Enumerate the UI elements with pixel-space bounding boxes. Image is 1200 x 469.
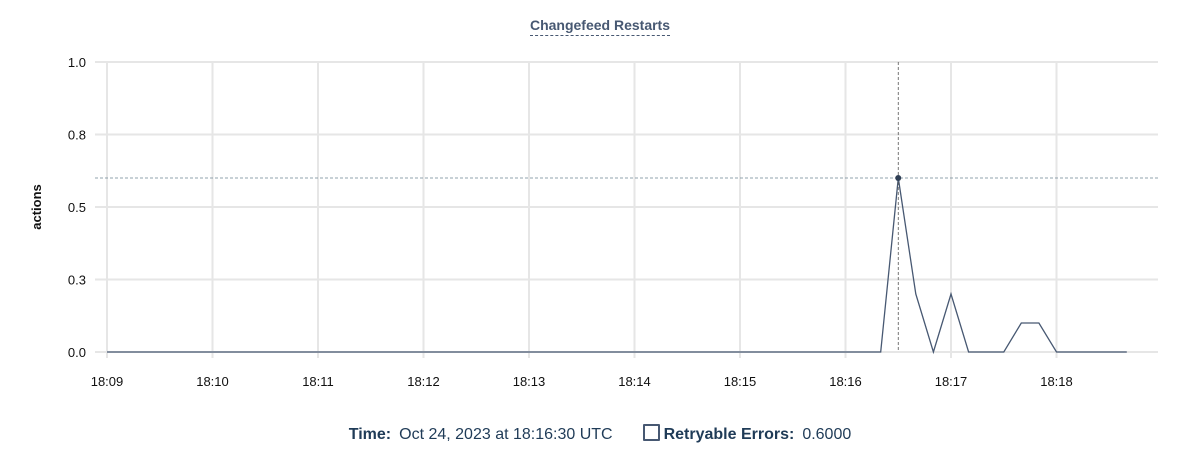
x-tick-label: 18:10	[196, 374, 229, 389]
x-tick-label: 18:13	[513, 374, 546, 389]
x-tick-label: 18:14	[618, 374, 651, 389]
series-line	[107, 177, 1127, 355]
x-tick-label: 18:09	[91, 374, 124, 389]
y-axis-label: actions	[29, 184, 44, 230]
y-tick-label: 0.5	[68, 200, 86, 215]
y-tick-label: 0.0	[68, 345, 86, 360]
y-tick-label: 1.0	[68, 55, 86, 70]
series-label: Retryable Errors:	[663, 426, 795, 443]
x-tick-label: 18:15	[724, 374, 757, 389]
time-label: Time:	[348, 426, 392, 443]
x-tick-label: 18:18	[1040, 374, 1073, 389]
x-tick-label: 18:16	[829, 374, 862, 389]
x-tick-label: 18:11	[302, 374, 334, 389]
time-value: Oct 24, 2023 at 18:16:30 UTC	[399, 426, 613, 443]
series-value: 0.6000	[802, 426, 852, 443]
y-tick-label: 0.3	[68, 273, 86, 288]
y-tick-label: 0.8	[68, 128, 86, 143]
legend: Time: Oct 24, 2023 at 18:16:30 UTC Retryab…	[0, 424, 1200, 444]
x-tick-label: 18:12	[407, 374, 440, 389]
chart-title-text: Changefeed Restarts	[529, 17, 671, 36]
x-tick-label: 18:17	[935, 374, 968, 389]
series-checkbox[interactable]	[642, 424, 660, 441]
hover-point	[895, 175, 902, 181]
chart-title[interactable]: Changefeed Restarts	[0, 17, 1200, 36]
